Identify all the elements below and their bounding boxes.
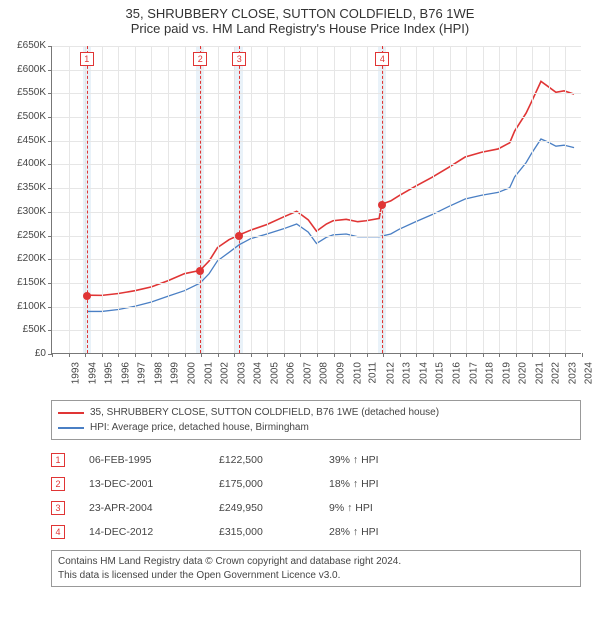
x-axis-label: 2015	[435, 362, 446, 384]
x-axis-label: 2014	[418, 362, 429, 384]
footer-line-2: This data is licensed under the Open Gov…	[58, 569, 574, 583]
x-axis-label: 1997	[137, 362, 148, 384]
transaction-diff: 28% ↑ HPI	[329, 526, 469, 538]
legend-box: 35, SHRUBBERY CLOSE, SUTTON COLDFIELD, B…	[51, 400, 581, 440]
x-axis-label: 2000	[186, 362, 197, 384]
transaction-date: 06-FEB-1995	[89, 454, 219, 466]
y-axis-label: £650K	[8, 40, 46, 51]
legend-label: 35, SHRUBBERY CLOSE, SUTTON COLDFIELD, B…	[90, 407, 439, 418]
x-axis-label: 2006	[286, 362, 297, 384]
y-axis-label: £350K	[8, 182, 46, 193]
transaction-date: 23-APR-2004	[89, 502, 219, 514]
legend-swatch	[58, 412, 84, 414]
marker-dot	[196, 267, 204, 275]
transaction-price: £175,000	[219, 478, 329, 490]
marker-dot	[83, 292, 91, 300]
x-axis-label: 2016	[451, 362, 462, 384]
legend-item: 35, SHRUBBERY CLOSE, SUTTON COLDFIELD, B…	[58, 405, 574, 420]
x-axis-label: 1998	[153, 362, 164, 384]
y-axis-label: £50K	[8, 324, 46, 335]
x-axis-label: 2011	[368, 362, 379, 384]
x-axis-label: 2010	[352, 362, 363, 384]
transaction-number-box: 1	[51, 453, 65, 467]
footer-box: Contains HM Land Registry data © Crown c…	[51, 550, 581, 587]
y-axis-label: £550K	[8, 87, 46, 98]
legend-swatch	[58, 427, 84, 429]
x-axis-label: 2005	[269, 362, 280, 384]
x-axis-label: 2024	[584, 362, 595, 384]
transaction-row: 3 23-APR-2004£249,9509% ↑ HPI	[51, 496, 581, 520]
transaction-row: 2 13-DEC-2001£175,00018% ↑ HPI	[51, 472, 581, 496]
x-axis-label: 2022	[551, 362, 562, 384]
footer-line-1: Contains HM Land Registry data © Crown c…	[58, 555, 574, 569]
y-axis-label: £450K	[8, 135, 46, 146]
legend-label: HPI: Average price, detached house, Birm…	[90, 422, 309, 433]
transaction-price: £249,950	[219, 502, 329, 514]
y-axis-label: £100K	[8, 301, 46, 312]
transaction-diff: 18% ↑ HPI	[329, 478, 469, 490]
plot-area: 1 2 3 4	[51, 46, 581, 354]
marker-number-box: 1	[80, 52, 94, 66]
y-axis-label: £150K	[8, 277, 46, 288]
x-axis-label: 2001	[203, 362, 214, 384]
transaction-price: £122,500	[219, 454, 329, 466]
x-axis-label: 1999	[170, 362, 181, 384]
x-axis-label: 2009	[335, 362, 346, 384]
x-axis-label: 2023	[567, 362, 578, 384]
x-axis-label: 2008	[319, 362, 330, 384]
transaction-number-box: 4	[51, 525, 65, 539]
y-axis-label: £0	[8, 348, 46, 359]
x-axis-label: 1993	[70, 362, 81, 384]
chart-subtitle: Price paid vs. HM Land Registry's House …	[8, 21, 592, 36]
transaction-row: 1 06-FEB-1995£122,50039% ↑ HPI	[51, 448, 581, 472]
transaction-date: 14-DEC-2012	[89, 526, 219, 538]
chart-title: 35, SHRUBBERY CLOSE, SUTTON COLDFIELD, B…	[8, 6, 592, 21]
x-axis-label: 2018	[484, 362, 495, 384]
x-axis-label: 2021	[534, 362, 545, 384]
legend-item: HPI: Average price, detached house, Birm…	[58, 420, 574, 435]
chart-area: 1 2 3 4 £0 £50K £100K £150K £200K £250K £300K £350…	[8, 42, 592, 392]
marker-number-box: 4	[375, 52, 389, 66]
x-axis-label: 1994	[87, 362, 98, 384]
y-axis-label: £500K	[8, 111, 46, 122]
transaction-diff: 9% ↑ HPI	[329, 502, 469, 514]
transaction-row: 4 14-DEC-2012£315,00028% ↑ HPI	[51, 520, 581, 544]
transaction-table: 106-FEB-1995£122,50039% ↑ HPI213-DEC-200…	[51, 448, 581, 544]
x-axis-label: 2017	[468, 362, 479, 384]
x-axis-label: 2004	[252, 362, 263, 384]
marker-number-box: 2	[193, 52, 207, 66]
x-axis-label: 2020	[517, 362, 528, 384]
transaction-number-box: 2	[51, 477, 65, 491]
marker-number-box: 3	[232, 52, 246, 66]
marker-dot	[378, 201, 386, 209]
y-axis-label: £200K	[8, 253, 46, 264]
x-axis-label: 2002	[219, 362, 230, 384]
y-axis-label: £300K	[8, 206, 46, 217]
y-axis-label: £600K	[8, 64, 46, 75]
transaction-diff: 39% ↑ HPI	[329, 454, 469, 466]
marker-dot	[235, 232, 243, 240]
x-axis-label: 2012	[385, 362, 396, 384]
transaction-number-box: 3	[51, 501, 65, 515]
x-axis-label: 2013	[402, 362, 413, 384]
y-axis-label: £250K	[8, 230, 46, 241]
transaction-price: £315,000	[219, 526, 329, 538]
x-axis-label: 1996	[120, 362, 131, 384]
x-axis-label: 2003	[236, 362, 247, 384]
x-axis-label: 1995	[103, 362, 114, 384]
transaction-date: 13-DEC-2001	[89, 478, 219, 490]
y-axis-label: £400K	[8, 158, 46, 169]
x-axis-label: 2007	[302, 362, 313, 384]
x-axis-label: 2019	[501, 362, 512, 384]
